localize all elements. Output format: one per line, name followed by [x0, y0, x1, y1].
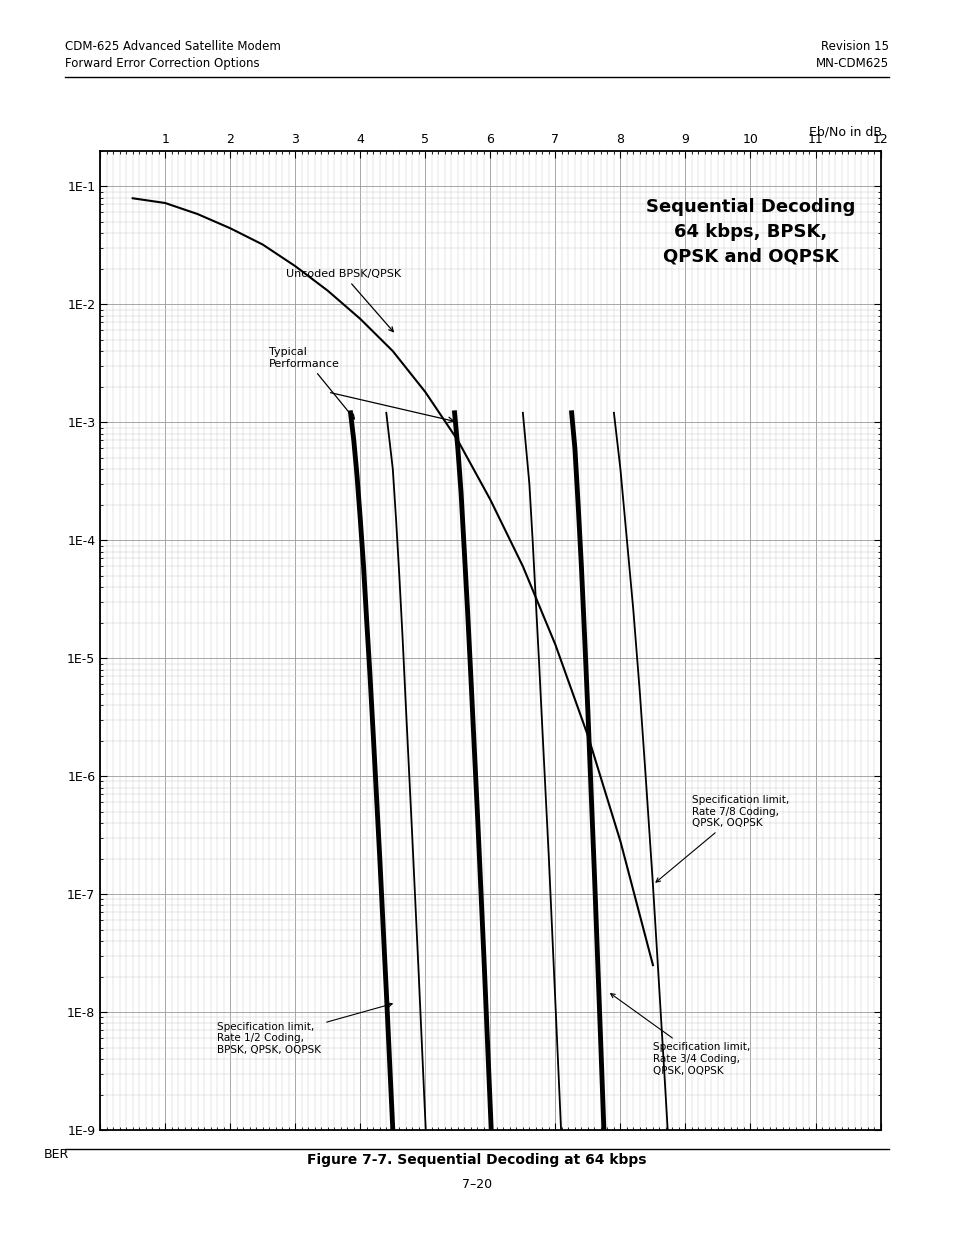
Text: Specification limit,
Rate 1/2 Coding,
BPSK, QPSK, OQPSK: Specification limit, Rate 1/2 Coding, BP… — [217, 1003, 392, 1055]
Text: 7–20: 7–20 — [461, 1177, 492, 1191]
Text: Figure 7-7. Sequential Decoding at 64 kbps: Figure 7-7. Sequential Decoding at 64 kb… — [307, 1153, 646, 1167]
Text: MN-CDM625: MN-CDM625 — [815, 57, 888, 70]
Text: BER: BER — [44, 1147, 70, 1161]
Text: Specification limit,
Rate 7/8 Coding,
QPSK, OQPSK: Specification limit, Rate 7/8 Coding, QP… — [656, 795, 788, 882]
Text: Specification limit,
Rate 3/4 Coding,
QPSK, OQPSK: Specification limit, Rate 3/4 Coding, QP… — [610, 994, 749, 1076]
Text: CDM-625 Advanced Satellite Modem: CDM-625 Advanced Satellite Modem — [65, 40, 280, 53]
Text: Typical
Performance: Typical Performance — [269, 347, 354, 419]
Text: Uncoded BPSK/QPSK: Uncoded BPSK/QPSK — [285, 269, 400, 332]
Text: Forward Error Correction Options: Forward Error Correction Options — [65, 57, 259, 70]
Text: Eb/No in dB: Eb/No in dB — [808, 125, 882, 138]
Text: Sequential Decoding
64 kbps, BPSK,
QPSK and OQPSK: Sequential Decoding 64 kbps, BPSK, QPSK … — [645, 198, 854, 266]
Text: Revision 15: Revision 15 — [821, 40, 888, 53]
